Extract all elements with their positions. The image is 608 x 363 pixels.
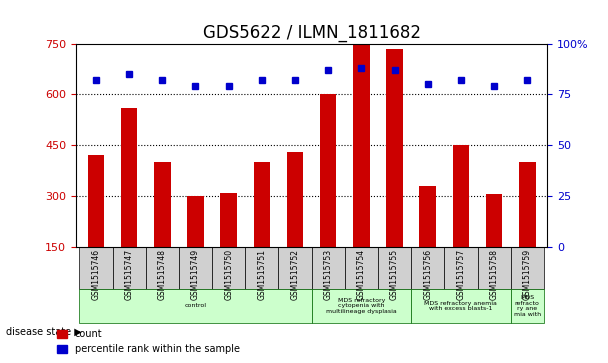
Legend: count, percentile rank within the sample: count, percentile rank within the sample xyxy=(54,326,244,358)
Bar xyxy=(287,152,303,298)
Text: control: control xyxy=(184,303,207,309)
Bar xyxy=(121,108,137,298)
FancyBboxPatch shape xyxy=(179,247,212,289)
Text: GSM1515758: GSM1515758 xyxy=(489,249,499,300)
Text: GSM1515757: GSM1515757 xyxy=(457,249,465,300)
FancyBboxPatch shape xyxy=(311,289,411,323)
Text: GSM1515752: GSM1515752 xyxy=(291,249,300,300)
Bar xyxy=(519,162,536,298)
Bar xyxy=(254,162,270,298)
FancyBboxPatch shape xyxy=(511,289,544,323)
FancyBboxPatch shape xyxy=(411,247,444,289)
Text: GSM1515753: GSM1515753 xyxy=(323,249,333,300)
FancyBboxPatch shape xyxy=(477,247,511,289)
Text: GSM1515748: GSM1515748 xyxy=(158,249,167,300)
Bar xyxy=(220,193,237,298)
FancyBboxPatch shape xyxy=(311,247,345,289)
Bar xyxy=(420,186,436,298)
Text: GSM1515756: GSM1515756 xyxy=(423,249,432,300)
FancyBboxPatch shape xyxy=(112,247,146,289)
FancyBboxPatch shape xyxy=(511,247,544,289)
Bar xyxy=(187,196,204,298)
FancyBboxPatch shape xyxy=(79,247,112,289)
FancyBboxPatch shape xyxy=(278,247,311,289)
Text: MDS
refracto
ry ane
mia with: MDS refracto ry ane mia with xyxy=(514,295,541,317)
Text: MDS refractory
cytopenia with
multilineage dysplasia: MDS refractory cytopenia with multilinea… xyxy=(326,298,397,314)
Bar xyxy=(154,162,171,298)
Bar xyxy=(320,94,336,298)
Text: GSM1515747: GSM1515747 xyxy=(125,249,134,300)
FancyBboxPatch shape xyxy=(444,247,477,289)
Text: GSM1515746: GSM1515746 xyxy=(91,249,100,300)
FancyBboxPatch shape xyxy=(345,247,378,289)
Text: GSM1515751: GSM1515751 xyxy=(257,249,266,300)
Bar xyxy=(353,44,370,298)
FancyBboxPatch shape xyxy=(411,289,511,323)
FancyBboxPatch shape xyxy=(245,247,278,289)
Text: MDS refractory anemia
with excess blasts-1: MDS refractory anemia with excess blasts… xyxy=(424,301,497,311)
FancyBboxPatch shape xyxy=(212,247,245,289)
Text: GSM1515759: GSM1515759 xyxy=(523,249,532,300)
Text: GSM1515749: GSM1515749 xyxy=(191,249,200,300)
FancyBboxPatch shape xyxy=(79,289,311,323)
Text: GSM1515755: GSM1515755 xyxy=(390,249,399,300)
Bar xyxy=(88,155,104,298)
Bar xyxy=(486,194,502,298)
Text: disease state ▶: disease state ▶ xyxy=(6,327,82,337)
FancyBboxPatch shape xyxy=(146,247,179,289)
Title: GDS5622 / ILMN_1811682: GDS5622 / ILMN_1811682 xyxy=(202,24,421,42)
Text: GSM1515754: GSM1515754 xyxy=(357,249,366,300)
FancyBboxPatch shape xyxy=(378,247,411,289)
Bar xyxy=(452,145,469,298)
Text: GSM1515750: GSM1515750 xyxy=(224,249,233,300)
Bar xyxy=(386,49,403,298)
